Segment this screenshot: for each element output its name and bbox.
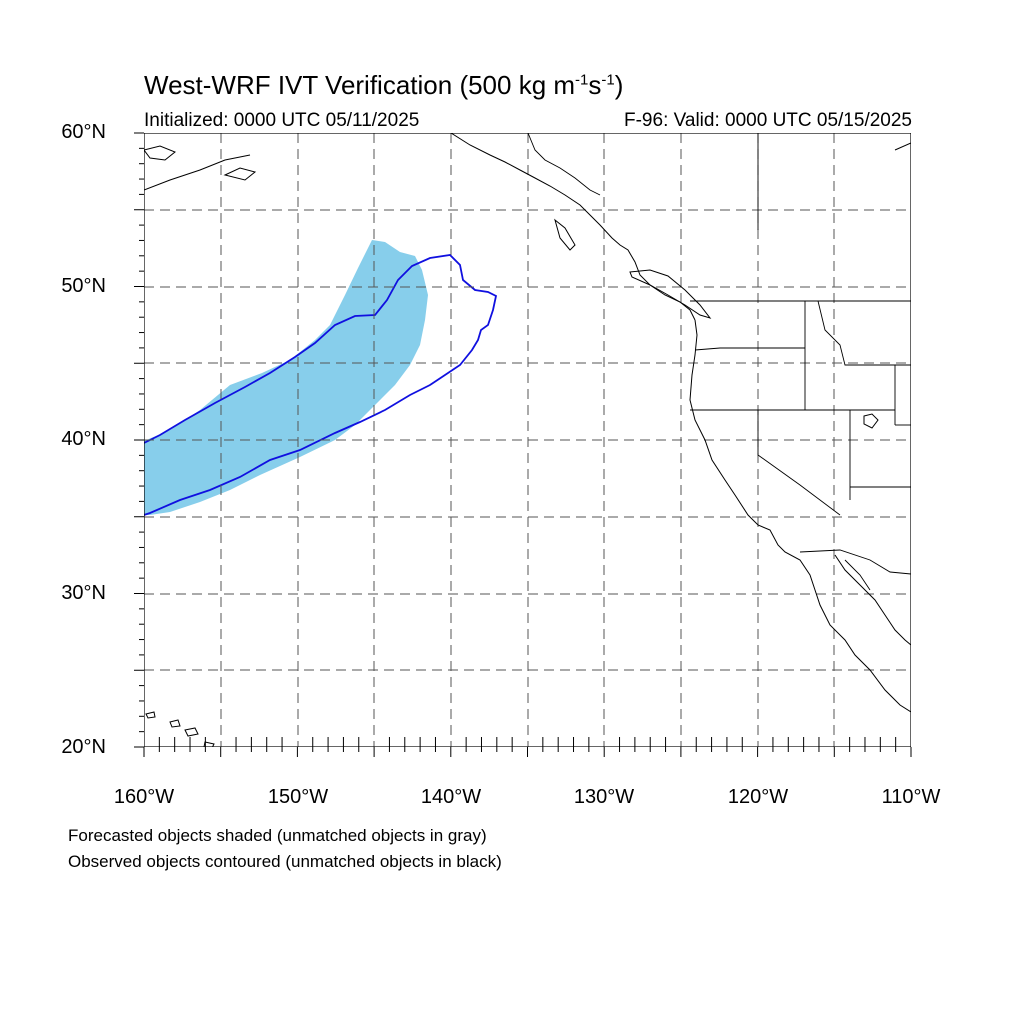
forecast-legend-note: Forecasted objects shaded (unmatched obj…	[68, 826, 487, 845]
tick-marks	[134, 132, 912, 757]
figure-title: West-WRF IVT Verification (500 kg m-1s-1…	[144, 70, 624, 100]
lat-label-40n: 40°N	[61, 428, 106, 450]
initialized-time: Initialized: 0000 UTC 05/11/2025	[144, 110, 420, 131]
lon-label-160w: 160°W	[113, 786, 175, 808]
political-boundaries	[527, 133, 911, 591]
forecast-ivt-object	[144, 240, 428, 515]
lon-label-140w: 140°W	[420, 786, 482, 808]
lat-label-30n: 30°N	[61, 582, 106, 604]
lat-label-20n: 20°N	[61, 736, 106, 758]
lon-label-120w: 120°W	[727, 786, 789, 808]
lon-label-110w: 110°W	[881, 786, 941, 808]
lat-label-50n: 50°N	[61, 275, 106, 297]
observed-legend-note: Observed objects contoured (unmatched ob…	[68, 852, 502, 871]
valid-time: F-96: Valid: 0000 UTC 05/15/2025	[624, 110, 912, 131]
lon-label-130w: 130°W	[573, 786, 635, 808]
observed-ivt-contour	[144, 254, 498, 516]
graticule	[144, 133, 911, 747]
lat-label-60n: 60°N	[61, 121, 106, 143]
lon-label-150w: 150°W	[267, 786, 329, 808]
coastlines	[144, 133, 911, 747]
